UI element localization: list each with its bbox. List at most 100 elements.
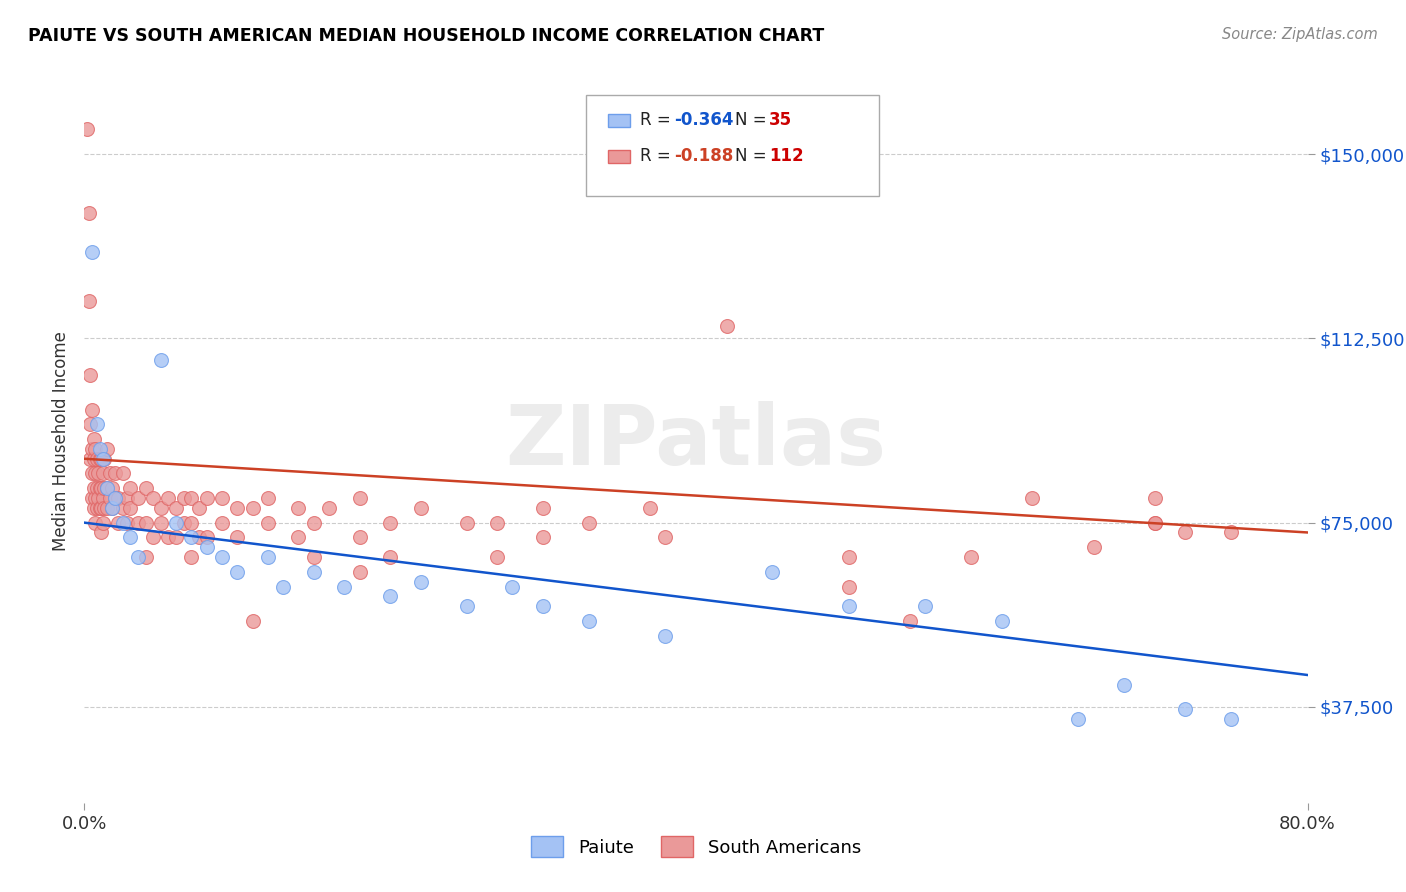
Point [135, 549, 157, 564]
Point [287, 500, 309, 515]
Point [142, 491, 165, 505]
Point [86, 451, 108, 466]
Point [101, 500, 124, 515]
Point [654, 629, 676, 643]
Point [180, 516, 202, 530]
Point [80, 442, 103, 456]
Point [486, 516, 509, 530]
Point [107, 491, 129, 505]
Point [80, 467, 103, 481]
Text: Source: ZipAtlas.com: Source: ZipAtlas.com [1222, 27, 1378, 42]
Point [1114, 678, 1136, 692]
Point [287, 530, 309, 544]
Point [1143, 491, 1166, 505]
Point [149, 516, 172, 530]
Point [96, 442, 118, 456]
Point [1083, 540, 1105, 554]
Point [93, 500, 115, 515]
Point [226, 530, 249, 544]
Point [120, 481, 142, 495]
Point [89, 481, 111, 495]
Point [349, 491, 371, 505]
Point [80, 245, 103, 260]
Point [120, 530, 142, 544]
Point [90, 451, 112, 466]
Point [83, 481, 105, 495]
Point [86, 417, 108, 432]
Point [96, 500, 118, 515]
Point [242, 500, 264, 515]
Point [86, 500, 108, 515]
Point [302, 516, 325, 530]
Point [91, 491, 114, 505]
Point [87, 491, 110, 505]
Point [456, 599, 478, 614]
Point [142, 530, 165, 544]
Point [90, 525, 112, 540]
Point [1174, 702, 1197, 716]
Point [80, 402, 103, 417]
Text: 35: 35 [769, 111, 793, 129]
Point [257, 516, 280, 530]
Point [1220, 525, 1243, 540]
Point [127, 491, 149, 505]
Text: ZIPatlas: ZIPatlas [506, 401, 886, 482]
Text: 112: 112 [769, 147, 804, 165]
Point [79, 417, 101, 432]
Point [127, 549, 149, 564]
Point [1067, 712, 1090, 726]
Text: N =: N = [735, 111, 772, 129]
Text: R =: R = [640, 147, 676, 165]
Legend: Paiute, South Americans: Paiute, South Americans [522, 827, 870, 866]
Point [83, 500, 105, 515]
Point [107, 516, 129, 530]
Point [502, 580, 524, 594]
Point [257, 491, 280, 505]
FancyBboxPatch shape [586, 95, 880, 196]
Point [89, 442, 111, 456]
Point [77, 294, 100, 309]
Point [115, 516, 138, 530]
Point [76, 122, 98, 136]
Point [180, 491, 202, 505]
Point [486, 549, 509, 564]
Point [149, 353, 172, 368]
Point [195, 530, 218, 544]
Point [84, 442, 107, 456]
Point [1220, 712, 1243, 726]
Point [380, 516, 402, 530]
Point [898, 614, 921, 628]
Point [111, 467, 134, 481]
Point [165, 530, 187, 544]
Point [991, 614, 1014, 628]
Point [111, 516, 134, 530]
Point [716, 319, 738, 334]
Point [188, 530, 211, 544]
Point [211, 491, 233, 505]
Point [302, 549, 325, 564]
Point [195, 540, 218, 554]
Point [135, 516, 157, 530]
Point [120, 500, 142, 515]
Point [98, 467, 121, 481]
Point [409, 574, 432, 589]
Point [104, 467, 127, 481]
Point [349, 530, 371, 544]
Point [101, 500, 124, 515]
Y-axis label: Median Household Income: Median Household Income [52, 332, 70, 551]
Point [1143, 516, 1166, 530]
Point [79, 451, 101, 466]
Point [914, 599, 936, 614]
Point [84, 516, 107, 530]
Point [838, 599, 860, 614]
Point [180, 549, 202, 564]
Point [173, 516, 195, 530]
Text: -0.188: -0.188 [673, 147, 733, 165]
Point [271, 580, 294, 594]
Point [211, 549, 233, 564]
Text: PAIUTE VS SOUTH AMERICAN MEDIAN HOUSEHOLD INCOME CORRELATION CHART: PAIUTE VS SOUTH AMERICAN MEDIAN HOUSEHOL… [28, 27, 824, 45]
Point [531, 500, 554, 515]
Point [318, 500, 340, 515]
Text: -0.364: -0.364 [673, 111, 734, 129]
Point [111, 500, 134, 515]
